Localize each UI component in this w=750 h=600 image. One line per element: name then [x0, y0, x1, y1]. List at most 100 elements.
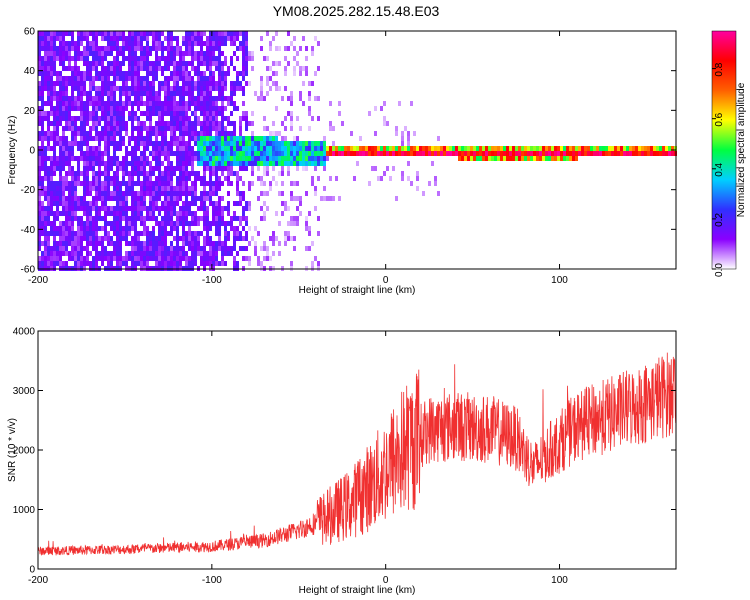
spectrogram-cell [161, 126, 164, 131]
spectrogram-cell [143, 171, 146, 176]
spectrogram-cell [65, 241, 68, 246]
spectrogram-cell [155, 216, 158, 221]
spectrogram-cell [224, 161, 227, 166]
spectrogram-cell [92, 116, 95, 121]
spectrogram-cell [113, 126, 116, 131]
spectrogram-cell [200, 91, 203, 96]
spectrogram-cell [194, 51, 197, 56]
spectrogram-cell [203, 191, 206, 196]
spectrogram-cell [209, 141, 212, 146]
spectrogram-cell [389, 146, 392, 151]
spectrogram-cell [200, 31, 203, 36]
spectrogram-cell [152, 46, 155, 51]
spectrogram-cell [200, 161, 203, 166]
spectrogram-cell [215, 191, 218, 196]
spectrogram-cell [218, 161, 221, 166]
spectrogram-cell [671, 146, 674, 151]
spectrogram-cell [404, 151, 407, 156]
spectrogram-cell [206, 91, 209, 96]
spectrogram-cell [437, 146, 440, 151]
colorbar-tick-label: 0.2 [714, 213, 725, 227]
spectrogram-cell [149, 206, 152, 211]
spectrogram-cell [212, 201, 215, 206]
spectrogram-cell [161, 181, 164, 186]
spectrogram-cell [200, 216, 203, 221]
spectrogram-cell [221, 66, 224, 71]
spectrogram-cell [194, 196, 197, 201]
spectrogram-cell [338, 146, 341, 151]
spectrogram-cell [623, 151, 626, 156]
spectrogram-cell [146, 251, 149, 256]
spectrogram-cell [107, 161, 110, 166]
spectrogram-cell [329, 146, 332, 151]
spectrogram-cell [56, 36, 59, 41]
spectrogram-cell [254, 91, 257, 96]
spectrogram-cell [149, 166, 152, 171]
spectrogram-cell [83, 81, 86, 86]
spectrogram-cell [503, 146, 506, 151]
spectrogram-cell [266, 81, 269, 86]
spectrogram-cell [242, 166, 245, 171]
spectrogram-cell [146, 31, 149, 36]
spectrogram-cell [170, 196, 173, 201]
spectrogram-cell [125, 131, 128, 136]
spectrogram-cell [314, 156, 317, 161]
spectrogram-cell [266, 66, 269, 71]
spectrogram-cell [71, 251, 74, 256]
spectrogram-cell [170, 251, 173, 256]
spectrogram-cell [80, 101, 83, 106]
spectrogram-cell [233, 246, 236, 251]
spectrogram-cell [203, 86, 206, 91]
spectrogram-cell [656, 146, 659, 151]
spectrogram-cell [116, 231, 119, 236]
spectrogram-cell [212, 216, 215, 221]
spectrogram-cell [170, 181, 173, 186]
spectrogram-cell [62, 201, 65, 206]
spectrogram-cell [218, 106, 221, 111]
spectrogram-cell [122, 36, 125, 41]
spectrogram-cell [233, 226, 236, 231]
spectrogram-cell [149, 131, 152, 136]
spectrogram-cell [50, 86, 53, 91]
spectrogram-cell [134, 191, 137, 196]
spectrogram-cell [242, 236, 245, 241]
spectrogram-cell [236, 36, 239, 41]
spectrogram-cell [95, 171, 98, 176]
spectrogram-cell [302, 161, 305, 166]
spectrogram-cell [77, 231, 80, 236]
spectrogram-cell [185, 81, 188, 86]
spectrogram-cell [290, 156, 293, 161]
spectrogram-cell [239, 196, 242, 201]
spectrogram-cell [551, 156, 554, 161]
spectrogram-cell [98, 166, 101, 171]
spectrogram-cell [278, 141, 281, 146]
spectrogram-cell [503, 151, 506, 156]
spectrogram-cell [80, 106, 83, 111]
spectrogram-cell [65, 206, 68, 211]
spectrogram-cell [80, 31, 83, 36]
spectrogram-cell [80, 126, 83, 131]
spectrogram-cell [71, 136, 74, 141]
spectrogram-cell [149, 106, 152, 111]
spectrogram-cell [263, 201, 266, 206]
spectrogram-cell [92, 36, 95, 41]
spectrogram-cell [125, 101, 128, 106]
spectrogram-cell [188, 206, 191, 211]
spectrogram-cell [194, 171, 197, 176]
spectrogram-cell [119, 261, 122, 266]
spectrogram-cell [137, 46, 140, 51]
spectrogram-cell [236, 261, 239, 266]
spectrogram-cell [98, 236, 101, 241]
spectrogram-cell [83, 226, 86, 231]
spectrogram-cell [296, 141, 299, 146]
spectrogram-cell [218, 236, 221, 241]
spectrogram-cell [86, 111, 89, 116]
spectrogram-cell [80, 41, 83, 46]
spectrogram-cell [233, 101, 236, 106]
spectrogram-cell [140, 216, 143, 221]
spectrogram-cell [338, 111, 341, 116]
spectrogram-cell [284, 141, 287, 146]
spectrogram-cell [41, 86, 44, 91]
spectrogram-cell [236, 136, 239, 141]
snr-frame [37, 330, 677, 570]
